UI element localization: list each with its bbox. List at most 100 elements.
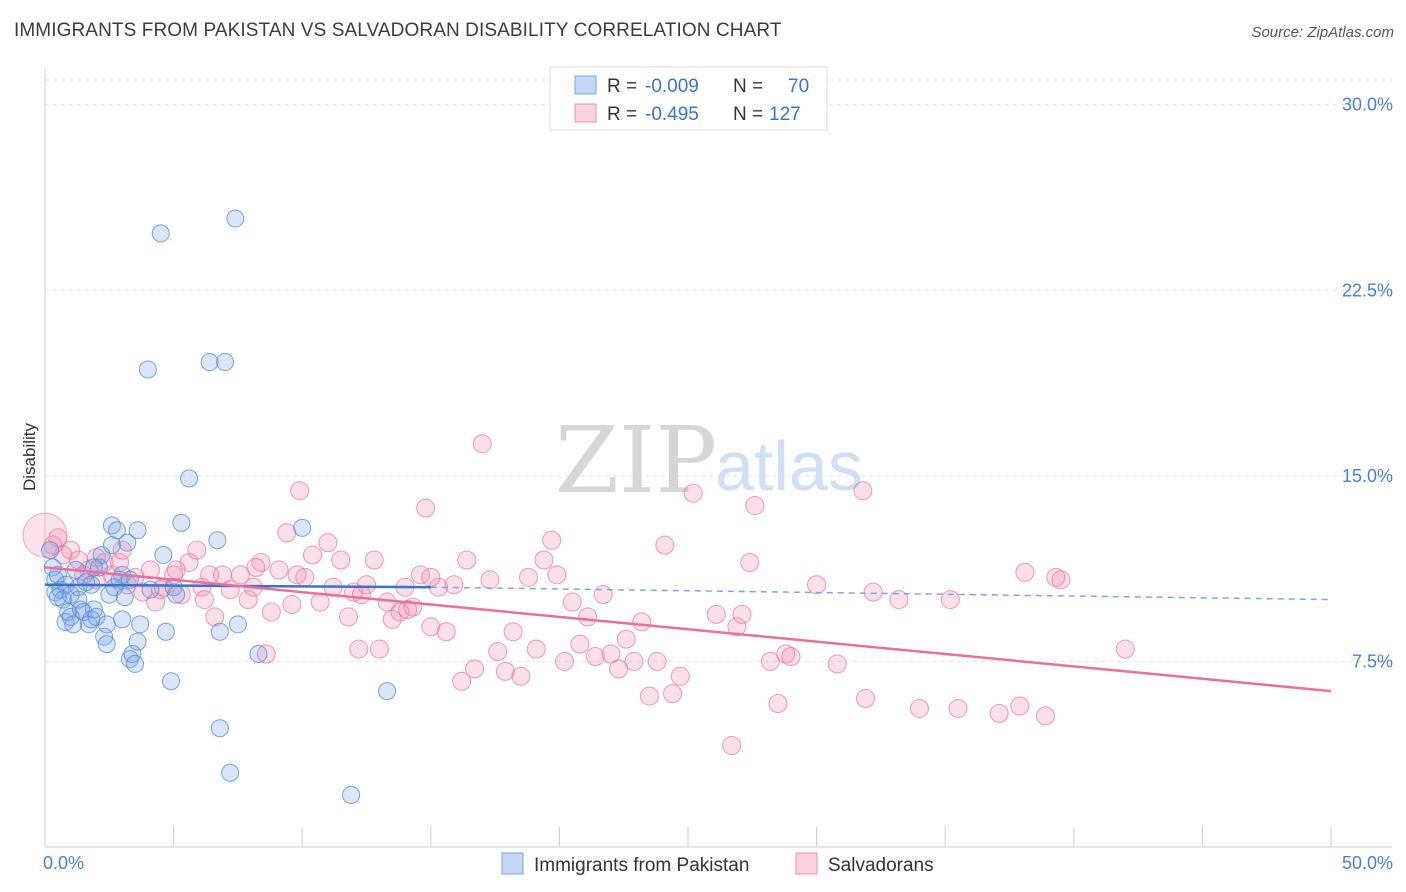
salvadorans-point [776, 644, 796, 664]
salvadorans-point [760, 651, 780, 671]
pakistan-trend-dashed [430, 586, 1332, 601]
salvadorans-point [146, 592, 166, 612]
salvadorans-point [940, 590, 960, 610]
pakistan-point [84, 600, 103, 619]
y-axis-label: Disability [20, 422, 39, 491]
pakistan-point [151, 224, 170, 243]
salvadorans-point [261, 602, 281, 622]
pakistan-point [154, 546, 173, 565]
pakistan-point [118, 533, 137, 552]
y-tick-label: 15.0% [1342, 466, 1393, 486]
pakistan-point [141, 580, 160, 599]
salvadorans-point [578, 607, 598, 627]
salvadorans-point [909, 698, 929, 718]
pakistan-point [200, 353, 219, 372]
legend-n-label: N = [733, 76, 763, 97]
pakistan-point [167, 585, 186, 604]
pakistan-point [249, 645, 268, 664]
pakistan-point [221, 763, 240, 782]
legend-r-label: R = [607, 104, 637, 125]
legend-r-value: -0.009 [645, 76, 699, 97]
salvadorans-point [269, 560, 289, 580]
salvadorans-point [889, 590, 909, 610]
salvadorans-point [166, 560, 186, 580]
salvadorans-point [256, 644, 276, 664]
salvadorans-point [526, 639, 546, 659]
legend-r-label: R = [607, 76, 637, 97]
salvadorans-point [1115, 639, 1135, 659]
salvadorans-point [1015, 562, 1035, 582]
pakistan-point [64, 615, 83, 634]
salvadorans-point [609, 659, 629, 679]
pakistan-point [102, 536, 121, 555]
salvadorans-point [1010, 696, 1030, 716]
salvadorans-point [948, 698, 968, 718]
y-tick-label: 30.0% [1342, 95, 1393, 115]
legend-swatch-pink [574, 103, 597, 123]
salvadorans-point [357, 575, 376, 595]
salvadorans-point [194, 590, 214, 610]
salvadorans-point [639, 686, 659, 706]
bottom-legend-label: Salvadorans [828, 855, 934, 876]
salvadorans-point [853, 481, 873, 501]
salvadorans-point [555, 651, 575, 671]
pakistan-point [120, 649, 139, 668]
pakistan-point [41, 541, 60, 560]
salvadorans-point [663, 684, 683, 704]
salvadorans-point [331, 550, 351, 570]
salvadorans-point [338, 607, 358, 627]
salvadorans-point [282, 595, 302, 615]
bottom-legend-swatch-pink [795, 852, 818, 875]
salvadorans-point [318, 533, 338, 553]
legend-n-label: N = [733, 104, 763, 125]
pakistan-point [48, 588, 67, 607]
salvadorans-point [616, 629, 636, 649]
legend-r-value: -0.495 [645, 104, 699, 125]
x-tick-label: 0.0% [43, 853, 84, 873]
pakistan-point [97, 635, 116, 654]
salvadorans-point [480, 570, 500, 590]
salvadorans-point [670, 666, 690, 686]
salvadorans-point [570, 634, 590, 654]
salvadorans-point [472, 434, 492, 454]
salvadorans-point [547, 565, 567, 585]
source-label: Source: ZipAtlas.com [1251, 24, 1394, 41]
salvadorans-point [647, 651, 667, 671]
pakistan-point [102, 516, 121, 535]
salvadorans-point [349, 639, 369, 659]
salvadorans-point [511, 666, 531, 686]
pakistan-point [69, 590, 88, 609]
pakistan-point [180, 469, 199, 488]
pakistan-point [77, 573, 96, 592]
salvadorans-point [246, 557, 266, 577]
salvadorans-point [465, 659, 485, 679]
tick-labels: 7.5% 15.0% 22.5% 30.0% 0.0% 50.0% [43, 95, 1393, 873]
salvadorans-point [488, 642, 508, 662]
salvadorans-point [290, 481, 310, 501]
pakistan-point [48, 565, 67, 584]
salvadorans-point [989, 703, 1009, 723]
salvadorans-point [624, 651, 644, 671]
pakistan-point [216, 353, 235, 372]
salvadorans-point [382, 609, 402, 629]
salvadorans-point [585, 646, 605, 666]
bottom-legend-swatch-blue [501, 852, 524, 875]
salvadorans-point [452, 671, 472, 691]
salvadorans-point [855, 689, 875, 709]
pakistan-point [126, 654, 145, 673]
pakistan-point [210, 622, 229, 641]
pakistan-point [87, 607, 106, 626]
salvadorans-point [398, 599, 418, 619]
pakistan-point [342, 786, 361, 805]
salvadorans-point [1051, 570, 1071, 590]
pakistan-point [128, 521, 147, 540]
salvadorans-point [302, 545, 322, 565]
salvadorans-point [722, 736, 742, 756]
pakistan-point [156, 622, 175, 641]
pakistan-point [97, 615, 116, 634]
salvadorans-point [238, 590, 258, 610]
salvadorans-point [781, 646, 801, 666]
salvadorans-point [457, 550, 477, 570]
pakistan-point [226, 209, 245, 228]
salvadorans-point [632, 612, 652, 632]
